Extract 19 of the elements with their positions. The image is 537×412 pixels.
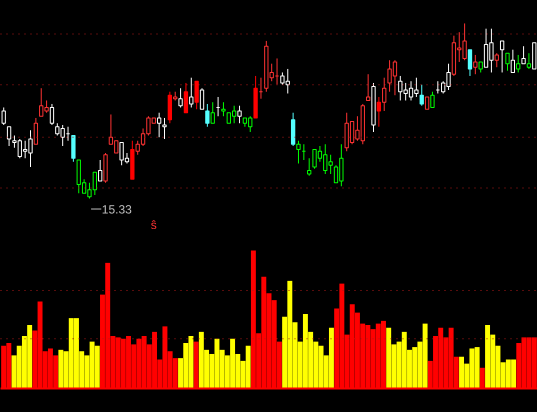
candlestick <box>376 96 382 128</box>
text: ŝ <box>150 218 157 232</box>
candlestick <box>162 117 167 140</box>
candlestick <box>189 77 194 108</box>
candlestick <box>194 80 199 110</box>
candlestick <box>184 82 188 114</box>
candlestick <box>468 49 472 76</box>
candlestick <box>296 140 301 164</box>
candlestick <box>307 158 312 176</box>
candlestick <box>210 102 215 124</box>
text: 15.33 <box>102 202 132 217</box>
candlestick <box>420 84 424 106</box>
candlestick <box>6 126 12 146</box>
candlestick <box>500 40 504 73</box>
candlestick <box>221 102 226 117</box>
candlestick <box>200 88 204 110</box>
candlestick <box>382 77 386 112</box>
candlestick <box>71 134 76 162</box>
candlestick <box>205 103 210 128</box>
